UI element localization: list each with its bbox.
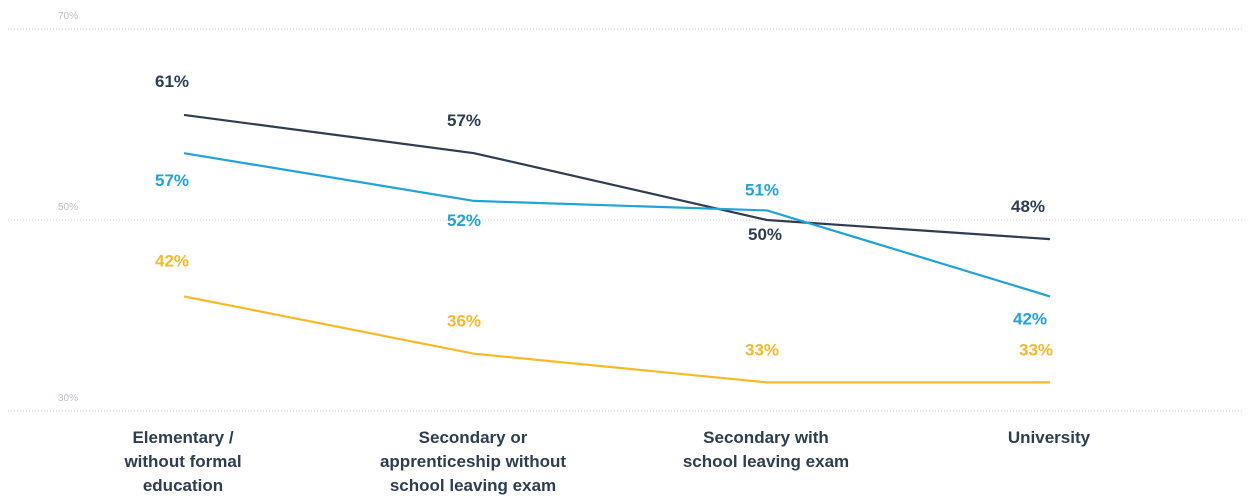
category-label: Secondary with school leaving exam	[683, 428, 849, 471]
series-line	[183, 295, 1050, 384]
category-label: Secondary or apprenticeship without school…	[380, 428, 566, 495]
data-label: 50%	[748, 225, 782, 244]
series-line	[183, 113, 1051, 241]
category-label: University	[1008, 428, 1091, 447]
data-label: 57%	[155, 171, 189, 190]
series-line	[183, 152, 1051, 298]
data-label: 42%	[155, 251, 189, 270]
data-label: 36%	[447, 312, 481, 331]
data-label: 33%	[745, 340, 779, 359]
data-label: 52%	[447, 211, 481, 230]
data-label: 51%	[745, 180, 779, 199]
data-label: 48%	[1011, 197, 1045, 216]
data-label: 61%	[155, 72, 189, 91]
data-label: 57%	[447, 111, 481, 130]
data-label: 33%	[1019, 340, 1053, 359]
data-label: 42%	[1013, 309, 1047, 328]
y-tick-label: 70%	[58, 11, 78, 22]
category-label: Elementary / without formal education	[123, 428, 241, 495]
y-tick-label: 50%	[58, 202, 78, 213]
y-tick-label: 30%	[58, 393, 78, 404]
